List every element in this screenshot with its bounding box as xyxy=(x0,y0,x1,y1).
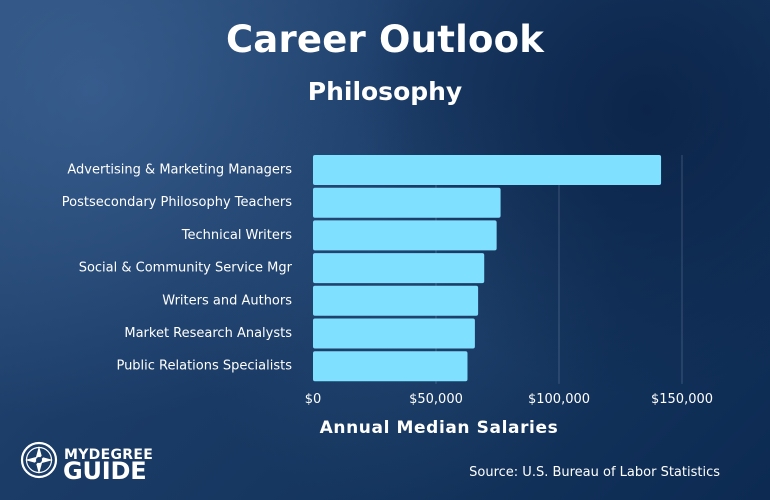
x-tick-label: $50,000 xyxy=(409,392,463,407)
category-label: Advertising & Marketing Managers xyxy=(67,163,292,178)
bar xyxy=(313,155,662,185)
logo-text-line1: MYDEGREE xyxy=(64,447,154,463)
category-label: Market Research Analysts xyxy=(124,326,292,341)
chart-title: Career Outlook xyxy=(225,18,545,61)
bar xyxy=(313,351,468,382)
category-label: Public Relations Specialists xyxy=(116,359,292,374)
source-note: Source: U.S. Bureau of Labor Statistics xyxy=(469,465,720,480)
x-tick-label: $150,000 xyxy=(651,392,713,407)
category-label: Technical Writers xyxy=(181,228,292,243)
logo-text-line2: GUIDE xyxy=(63,457,147,485)
compass-icon xyxy=(20,441,58,479)
bar xyxy=(313,220,497,251)
bar xyxy=(313,253,485,284)
category-label: Social & Community Service Mgr xyxy=(79,261,293,276)
bar xyxy=(313,187,501,218)
x-axis-title: Annual Median Salaries xyxy=(319,418,559,438)
mydegreeguide-logo: MYDEGREE GUIDE xyxy=(20,441,154,485)
bar xyxy=(313,285,479,316)
chart-subtitle: Philosophy xyxy=(307,77,463,106)
x-tick-label: $0 xyxy=(305,392,322,407)
x-tick-label: $100,000 xyxy=(528,392,590,407)
category-label: Writers and Authors xyxy=(162,293,292,308)
category-label: Postsecondary Philosophy Teachers xyxy=(62,195,292,210)
bar xyxy=(313,318,475,349)
